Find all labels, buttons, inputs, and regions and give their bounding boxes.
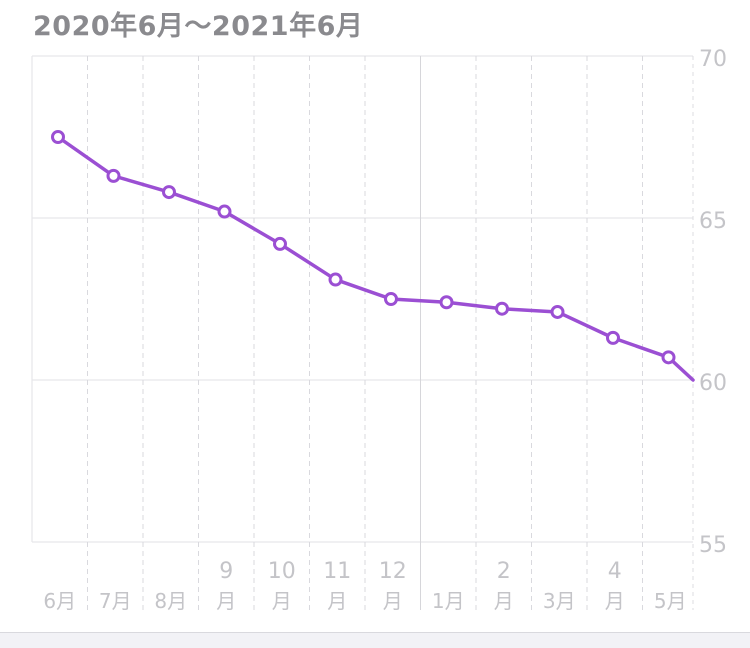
data-point: [106, 168, 121, 183]
x-tick-label: 6月: [43, 589, 76, 613]
x-tick-label-top: 12: [379, 559, 407, 584]
data-point: [550, 304, 565, 319]
y-tick-label: 70: [699, 47, 727, 72]
data-point: [51, 130, 65, 144]
data-point: [217, 204, 232, 219]
x-tick-label-top: 2: [497, 559, 511, 584]
y-axis-ticks: 70 65 60 55: [699, 47, 727, 558]
bottom-bar: [0, 632, 750, 648]
x-tick-label-top: 9: [219, 559, 233, 584]
x-tick-label: 1月: [432, 589, 465, 613]
data-point: [328, 272, 343, 287]
x-tick-label: 8月: [154, 589, 187, 613]
y-tick-label: 65: [699, 209, 727, 234]
x-tick-label: 月: [605, 589, 625, 613]
x-tick-label: 5月: [654, 589, 687, 613]
y-tick-label: 60: [699, 371, 727, 396]
data-point: [661, 350, 676, 365]
data-point: [384, 292, 398, 306]
data-point: [273, 236, 287, 251]
data-point: [606, 330, 620, 345]
x-tick-label: 月: [494, 589, 514, 613]
x-axis-ticks: 6月 7月 8月 9 月 10 月 11 月 12 月 1月 2 月 3月 4 月 5月: [43, 559, 686, 613]
x-tick-label: 月: [216, 589, 236, 613]
line-chart: 70 65 60 55 6月 7月 8月 9 月 10 月 11 月 12 月 1月 2 月 3月 4 月 5月: [31, 47, 727, 613]
x-tick-label: 月: [272, 589, 292, 613]
x-tick-label-top: 4: [608, 559, 622, 584]
x-tick-label-top: 10: [268, 559, 296, 584]
x-tick-label: 7月: [99, 589, 132, 613]
chart-title: 2020年6月〜2021年6月: [33, 11, 364, 42]
chart-grid: [31, 55, 694, 610]
x-tick-label: 月: [383, 589, 403, 613]
x-tick-label: 3月: [543, 589, 576, 613]
data-point: [439, 295, 454, 310]
series-line: [56, 135, 695, 382]
data-point: [495, 301, 509, 316]
x-tick-label-top: 11: [323, 559, 351, 584]
data-point: [162, 185, 176, 200]
x-tick-label: 月: [327, 589, 347, 613]
series-layer: [51, 130, 695, 382]
y-tick-label: 55: [699, 533, 727, 558]
